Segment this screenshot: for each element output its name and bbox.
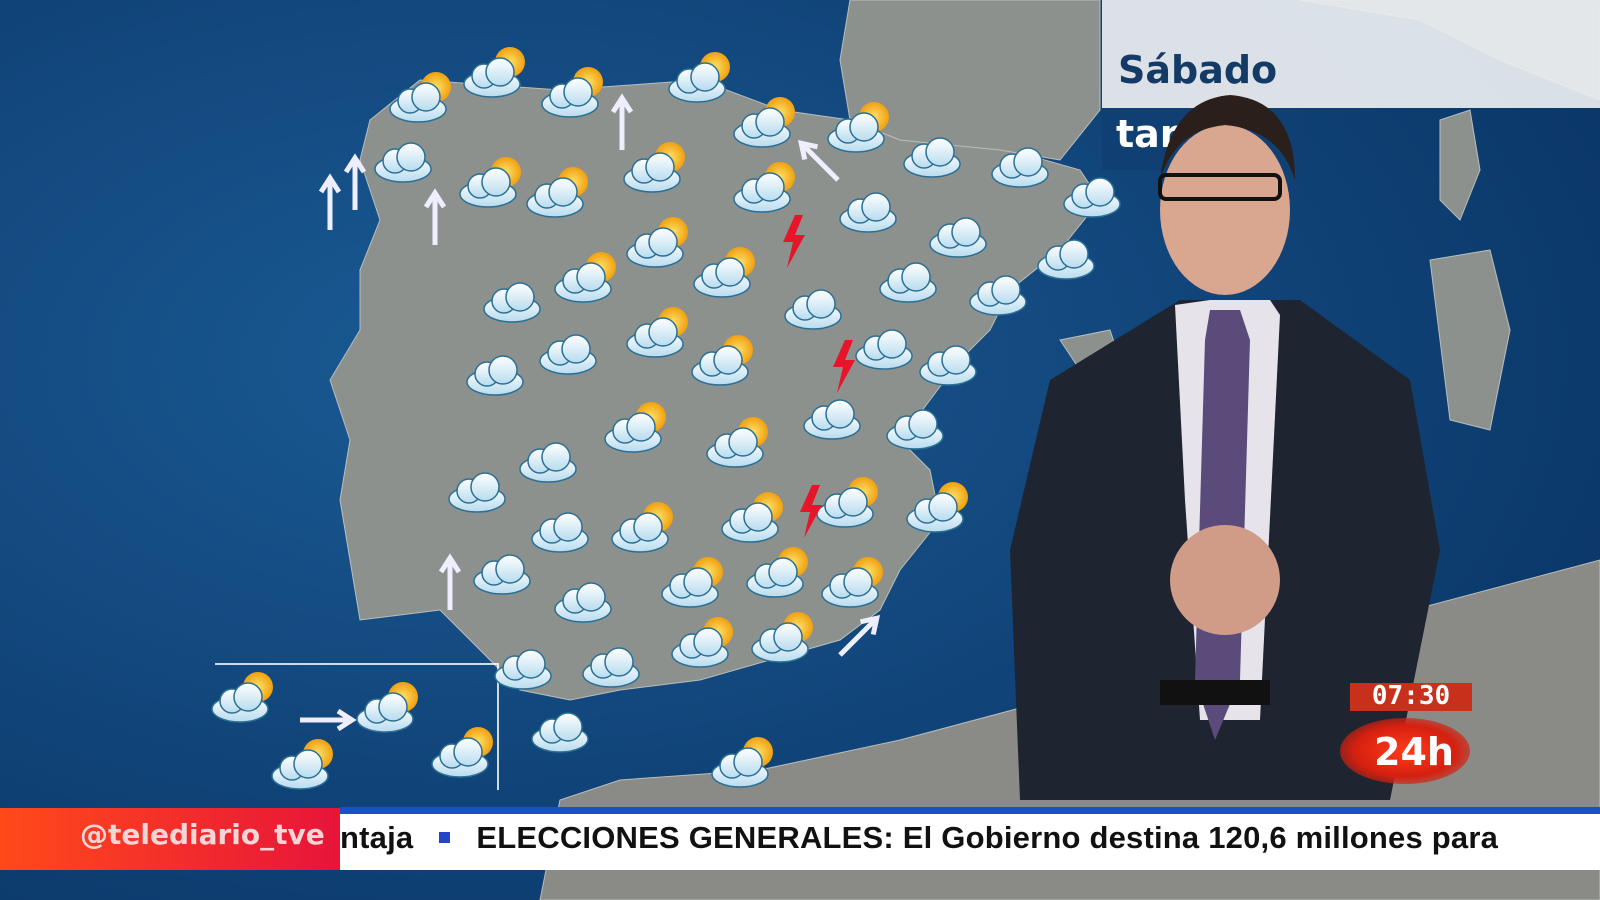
ticker-separator (439, 831, 451, 843)
cloud-icon (886, 409, 944, 450)
wind-arrow-icon (343, 153, 367, 210)
ticker-headline: ELECCIONES GENERALES: El Gobierno destin… (476, 820, 1499, 855)
wind-arrow-icon (438, 553, 462, 610)
social-handle: @telediario_tve (80, 818, 325, 851)
wind-arrow-icon (610, 93, 634, 150)
cloud-sun-icon (626, 307, 688, 358)
cloud-icon (374, 142, 432, 183)
cloud-sun-icon (463, 47, 525, 98)
wind-arrow-icon (797, 139, 840, 182)
cloud-icon (483, 282, 541, 323)
corsica (1439, 109, 1481, 221)
head (1160, 125, 1290, 295)
channel-logo-text: 24h (1374, 730, 1454, 774)
glasses (1158, 173, 1282, 201)
canary-inset (215, 663, 499, 790)
cloud-icon (903, 137, 961, 178)
cloud-sun-icon (751, 612, 813, 663)
cloud-sun-icon (356, 682, 418, 733)
cloud-sun-icon (604, 402, 666, 453)
cloud-icon (448, 472, 506, 513)
presenter (1010, 95, 1440, 800)
cloud-icon (879, 262, 937, 303)
day-title: Sábado (1118, 48, 1278, 92)
cloud-sun-icon (827, 102, 889, 153)
cloud-icon (554, 582, 612, 623)
cloud-icon (919, 345, 977, 386)
cloud-icon (855, 329, 913, 370)
cloud-icon (929, 217, 987, 258)
ticker-prev: ntaja (340, 820, 414, 855)
cloud-icon (466, 355, 524, 396)
cloud-sun-icon (271, 739, 333, 790)
cloud-sun-icon (711, 737, 773, 788)
cloud-sun-icon (431, 727, 493, 778)
cloud-sun-icon (389, 72, 451, 123)
cloud-sun-icon (554, 252, 616, 303)
sardinia (1429, 249, 1511, 431)
cloud-sun-icon (671, 617, 733, 668)
clock: 07:30 (1371, 681, 1451, 711)
cloud-sun-icon (706, 417, 768, 468)
social-handle-box (0, 808, 340, 870)
cloud-sun-icon (661, 557, 723, 608)
cloud-icon (969, 275, 1027, 316)
cloud-sun-icon (693, 247, 755, 298)
cloud-icon (531, 712, 589, 753)
cloud-icon (784, 289, 842, 330)
cloud-icon (839, 192, 897, 233)
channel-logo (1340, 718, 1470, 784)
cloud-icon (1063, 177, 1121, 218)
cloud-sun-icon (541, 67, 603, 118)
cloud-sun-icon (733, 97, 795, 148)
cloud-icon (473, 554, 531, 595)
cloud-icon (539, 334, 597, 375)
cloud-sun-icon (821, 557, 883, 608)
cloud-icon (494, 649, 552, 690)
lightning-icon (800, 485, 822, 538)
wind-arrow-icon (423, 188, 447, 245)
cloud-sun-icon (906, 482, 968, 533)
ticker-accent-line (340, 807, 1600, 814)
lightning-icon (833, 340, 855, 393)
cloud-sun-icon (623, 142, 685, 193)
cloud-icon (1037, 239, 1095, 280)
cloud-sun-icon (459, 157, 521, 208)
france (839, 0, 1101, 161)
cloud-sun-icon (211, 672, 273, 723)
cloud-icon (991, 147, 1049, 188)
cloud-icon (531, 512, 589, 553)
wind-arrow-icon (318, 173, 342, 230)
clock-badge (1350, 683, 1472, 711)
hair (1160, 95, 1295, 180)
lightning-icon (783, 215, 805, 268)
cloud-sun-icon (626, 217, 688, 268)
wind-arrow-icon (838, 614, 881, 657)
hands (1170, 525, 1280, 635)
wind-arrow-icon (300, 708, 357, 732)
title-panel (1102, 0, 1600, 108)
belt (1160, 680, 1270, 705)
cloud-icon (519, 442, 577, 483)
cloud-sun-icon (668, 52, 730, 103)
cloud-sun-icon (611, 502, 673, 553)
cloud-sun-icon (691, 335, 753, 386)
cloud-icon (582, 647, 640, 688)
cloud-sun-icon (746, 547, 808, 598)
cloud-sun-icon (733, 162, 795, 213)
news-ticker: ntaja ELECCIONES GENERALES: El Gobierno d… (340, 814, 1600, 870)
cloud-sun-icon (721, 492, 783, 543)
cloud-icon (803, 399, 861, 440)
cloud-sun-icon (526, 167, 588, 218)
